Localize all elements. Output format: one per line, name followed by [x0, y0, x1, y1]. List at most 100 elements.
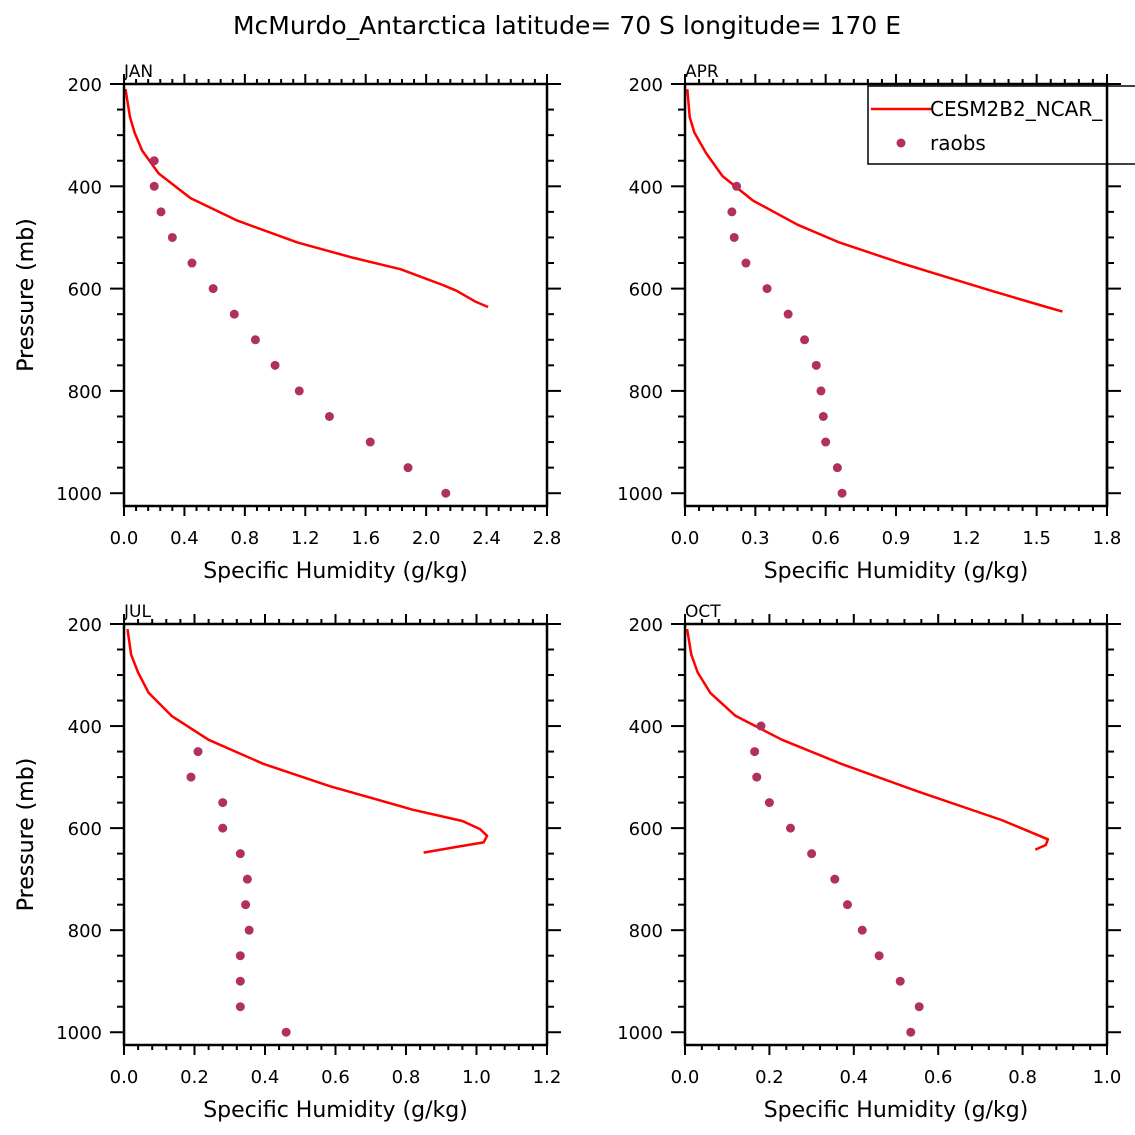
raobs-point [800, 335, 810, 345]
y-tick-label: 800 [68, 921, 102, 942]
raobs-point [294, 386, 304, 396]
y-axis-label: Pressure (mb) [14, 758, 39, 912]
legend-box [867, 85, 1135, 165]
y-tick-label: 1000 [56, 1023, 102, 1044]
y-tick-label: 400 [68, 717, 102, 738]
x-tick-label: 0.0 [671, 528, 700, 549]
panel-month-label: JAN [123, 62, 153, 82]
raobs-point [235, 951, 245, 961]
x-tick-label: 1.8 [1093, 528, 1122, 549]
legend-label-obs: raobs [930, 131, 986, 155]
y-axis-label: Pressure (mb) [14, 218, 39, 372]
raobs-point [906, 1027, 916, 1037]
raobs-point [241, 900, 251, 910]
x-tick-label: 0.4 [170, 528, 199, 549]
model-line [685, 628, 1050, 851]
raobs-point [842, 900, 852, 910]
y-tick-label: 800 [629, 921, 663, 942]
raobs-point [816, 386, 826, 396]
y-tick-label: 400 [629, 177, 663, 198]
legend: CESM2B2_NCAR_raobs [867, 85, 1135, 165]
raobs-point [193, 747, 203, 757]
model-line [124, 88, 489, 309]
raobs-point [270, 360, 280, 370]
x-tick-label: 0.8 [392, 1067, 421, 1088]
plot-frame [683, 622, 1109, 1047]
raobs-point [783, 309, 793, 319]
x-tick-label: 2.0 [412, 528, 441, 549]
y-axis-label: Pressure (mb) [14, 218, 39, 372]
raobs-point [786, 823, 795, 833]
x-tick-label: 1.2 [291, 528, 320, 549]
x-tick-label: 1.2 [533, 1067, 562, 1088]
x-tick-label: 2.4 [472, 528, 501, 549]
y-tick-label: 200 [629, 75, 663, 96]
y-tick-label: 800 [68, 382, 102, 403]
plot-frame [122, 622, 549, 1047]
raobs-point [187, 258, 197, 268]
x-tick-label: 0.6 [924, 1067, 953, 1088]
legend-label-model: CESM2B2_NCAR_ [930, 97, 1103, 121]
x-tick-label: 0.0 [671, 1067, 700, 1088]
raobs-point [732, 181, 742, 191]
raobs-point [752, 772, 762, 782]
y-tick-label: 200 [68, 615, 102, 636]
raobs-point [729, 232, 739, 242]
x-tick-label: 0.9 [882, 528, 911, 549]
y-tick-label: 200 [68, 75, 102, 96]
legend-marker-swatch [896, 138, 906, 148]
panel-month-label: OCT [685, 602, 721, 622]
raobs-point [242, 874, 252, 884]
x-tick-label: 0.4 [251, 1067, 280, 1088]
raobs-point [821, 437, 831, 447]
y-tick-label: 1000 [617, 1023, 663, 1044]
y-tick-label: 600 [68, 280, 102, 301]
x-axis-label: Specific Humidity (g/kg) [203, 559, 468, 584]
raobs-point [727, 207, 737, 217]
x-axis-label: Specific Humidity (g/kg) [764, 559, 1029, 584]
y-tick-label: 600 [68, 819, 102, 840]
model-line [686, 88, 1063, 313]
x-tick-label: 0.2 [755, 1067, 784, 1088]
raobs-point [218, 798, 228, 808]
x-tick-label: 0.6 [321, 1067, 350, 1088]
raobs-point [857, 925, 867, 935]
raobs-point [741, 258, 751, 268]
panel-month-label: JUL [123, 602, 151, 622]
raobs-point [149, 156, 159, 166]
raobs-point [830, 874, 840, 884]
raobs-point [403, 463, 413, 473]
x-axis-label: Specific Humidity (g/kg) [203, 1098, 468, 1123]
x-tick-label: 1.6 [351, 528, 380, 549]
raobs-point [762, 284, 772, 294]
panel-jan: JAN 0.0 0.4 0.8 1.2 1.6 2.0 2.4 2.8 Specific Humi… [14, 62, 561, 584]
y-tick-label: 1000 [617, 484, 663, 505]
x-tick-label: 0.8 [231, 528, 260, 549]
x-tick-label: 1.2 [952, 528, 981, 549]
raobs-point [832, 463, 842, 473]
x-tick-label: 0.0 [110, 1067, 139, 1088]
raobs-point [281, 1027, 291, 1037]
model-line [126, 628, 489, 854]
raobs-point [218, 823, 228, 833]
y-tick-label: 800 [629, 382, 663, 403]
raobs-point [811, 360, 821, 370]
raobs-point [914, 1002, 924, 1012]
x-tick-label: 2.8 [533, 528, 562, 549]
x-tick-label: 0.4 [839, 1067, 868, 1088]
x-tick-label: 0.8 [1008, 1067, 1037, 1088]
raobs-point [229, 309, 239, 319]
raobs-point [874, 951, 884, 961]
raobs-point [235, 976, 245, 986]
raobs-point [235, 849, 245, 859]
x-tick-label: 0.2 [180, 1067, 209, 1088]
x-tick-label: 0.3 [741, 528, 770, 549]
y-tick-label: 600 [629, 280, 663, 301]
raobs-point [756, 721, 766, 731]
y-tick-label: 400 [68, 177, 102, 198]
raobs-point [365, 437, 375, 447]
panels: JAN 0.0 0.4 0.8 1.2 1.6 2.0 2.4 2.8 Specific Humi… [14, 62, 1135, 1123]
raobs-point [250, 335, 260, 345]
panel-oct: OCT 0.0 0.2 0.4 0.6 0.8 1.0 Specific Humidity (… [14, 602, 1121, 1123]
panel-jul: JUL 0.0 0.2 0.4 0.6 0.8 1.0 1.2 Specific Humidit… [14, 602, 561, 1123]
